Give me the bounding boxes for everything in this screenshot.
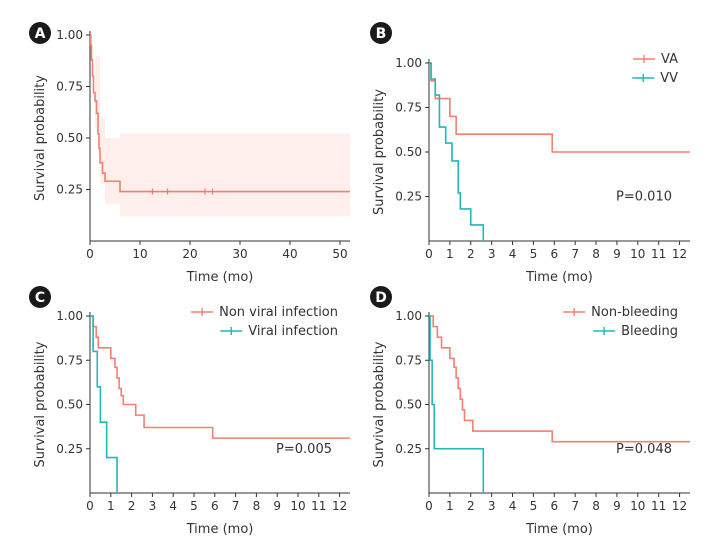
p-value: P=0.048 bbox=[616, 442, 672, 457]
x-tick-label: 10 bbox=[290, 499, 305, 513]
x-tick-label: 6 bbox=[550, 247, 558, 261]
x-tick-label: 40 bbox=[282, 247, 297, 261]
x-tick-label: 11 bbox=[651, 247, 666, 261]
x-axis-label: Time (mo) bbox=[525, 522, 593, 537]
x-tick-label: 10 bbox=[630, 499, 645, 513]
x-tick-label: 6 bbox=[550, 499, 558, 513]
y-tick-label: 0.25 bbox=[56, 183, 83, 197]
y-axis-label: Survival probability bbox=[33, 341, 48, 467]
panel-letter: A bbox=[35, 26, 46, 42]
x-tick-label: 3 bbox=[488, 499, 496, 513]
y-tick-label: 1.00 bbox=[56, 28, 83, 42]
legend-label: Viral infection bbox=[248, 324, 338, 339]
y-tick-label: 0.75 bbox=[395, 101, 422, 115]
legend-label: VV bbox=[660, 71, 678, 86]
series-line-survival bbox=[89, 34, 350, 193]
x-tick-label: 0 bbox=[86, 499, 94, 513]
x-tick-label: 8 bbox=[592, 247, 600, 261]
x-tick-label: 3 bbox=[149, 499, 157, 513]
y-axis-label: Survival probability bbox=[372, 341, 387, 467]
x-tick-label: 11 bbox=[311, 499, 326, 513]
y-tick-label: 0.25 bbox=[395, 190, 422, 204]
y-axis-label: Survival probability bbox=[372, 89, 387, 215]
series-line-vv bbox=[429, 62, 485, 241]
panel-a: A 0.25 0.50 0.75 1.00 0 10 20 30 40 50 Time (mo) Sur… bbox=[29, 22, 350, 285]
legend-label: Bleeding bbox=[621, 324, 678, 339]
y-tick-label: 0.50 bbox=[395, 145, 422, 159]
x-tick-label: 9 bbox=[273, 499, 281, 513]
x-tick-label: 4 bbox=[509, 247, 517, 261]
x-tick-label: 0 bbox=[425, 247, 433, 261]
legend-label: Non-bleeding bbox=[591, 305, 678, 320]
x-tick-label: 0 bbox=[86, 247, 94, 261]
panel-letter: D bbox=[375, 290, 387, 306]
x-tick-label: 30 bbox=[232, 247, 247, 261]
x-axis-label: Time (mo) bbox=[186, 270, 254, 285]
x-tick-label: 0 bbox=[425, 499, 433, 513]
confidence-band bbox=[90, 35, 350, 217]
x-tick-label: 1 bbox=[107, 499, 115, 513]
x-tick-label: 12 bbox=[672, 499, 687, 513]
x-tick-label: 9 bbox=[613, 247, 621, 261]
y-tick-label: 0.25 bbox=[56, 442, 83, 456]
x-tick-label: 5 bbox=[530, 247, 538, 261]
x-tick-label: 1 bbox=[446, 247, 454, 261]
x-tick-label: 7 bbox=[232, 499, 240, 513]
x-tick-label: 4 bbox=[169, 499, 177, 513]
x-tick-label: 2 bbox=[467, 499, 475, 513]
x-tick-label: 12 bbox=[672, 247, 687, 261]
x-tick-label: 3 bbox=[488, 247, 496, 261]
x-tick-label: 2 bbox=[467, 247, 475, 261]
x-tick-label: 12 bbox=[332, 499, 347, 513]
series-line-non-viral-infection bbox=[90, 315, 350, 439]
panel-badge bbox=[29, 22, 51, 44]
y-tick-label: 0.75 bbox=[56, 353, 83, 367]
x-tick-label: 4 bbox=[509, 499, 517, 513]
x-tick-label: 20 bbox=[182, 247, 197, 261]
x-tick-label: 9 bbox=[613, 499, 621, 513]
legend-label: VA bbox=[661, 52, 678, 67]
y-tick-label: 1.00 bbox=[395, 309, 422, 323]
x-tick-label: 7 bbox=[571, 247, 579, 261]
y-tick-label: 0.75 bbox=[56, 80, 83, 94]
series-line-viral-infection bbox=[90, 315, 118, 493]
p-value: P=0.005 bbox=[276, 442, 332, 457]
x-tick-label: 11 bbox=[651, 499, 666, 513]
y-axis-label: Survival probability bbox=[33, 75, 48, 201]
panel-badge bbox=[370, 286, 392, 308]
y-tick-label: 0.50 bbox=[56, 398, 83, 412]
p-value: P=0.010 bbox=[616, 190, 672, 205]
y-tick-label: 1.00 bbox=[56, 309, 83, 323]
panel-letter: C bbox=[35, 290, 45, 306]
x-tick-label: 7 bbox=[571, 499, 579, 513]
x-axis-label: Time (mo) bbox=[186, 522, 254, 537]
x-axis-label: Time (mo) bbox=[525, 270, 593, 285]
x-tick-label: 5 bbox=[190, 499, 198, 513]
series-line-non-bleeding bbox=[429, 315, 690, 443]
x-tick-label: 6 bbox=[211, 499, 219, 513]
y-tick-label: 1.00 bbox=[395, 56, 422, 70]
series-line-bleeding bbox=[429, 315, 485, 493]
y-tick-label: 0.25 bbox=[395, 442, 422, 456]
x-tick-label: 10 bbox=[132, 247, 147, 261]
x-tick-label: 8 bbox=[592, 499, 600, 513]
x-tick-label: 2 bbox=[128, 499, 136, 513]
series-line-va bbox=[429, 62, 690, 153]
panel-letter: B bbox=[376, 26, 387, 42]
y-tick-label: 0.50 bbox=[395, 398, 422, 412]
legend-label: Non viral infection bbox=[219, 305, 338, 320]
x-tick-label: 5 bbox=[530, 499, 538, 513]
x-tick-label: 1 bbox=[446, 499, 454, 513]
panel-badge bbox=[370, 22, 392, 44]
x-tick-label: 50 bbox=[332, 247, 347, 261]
panel-badge bbox=[29, 286, 51, 308]
y-tick-label: 0.50 bbox=[56, 131, 83, 145]
x-tick-label: 8 bbox=[253, 499, 261, 513]
y-tick-label: 0.75 bbox=[395, 353, 422, 367]
x-tick-label: 10 bbox=[630, 247, 645, 261]
